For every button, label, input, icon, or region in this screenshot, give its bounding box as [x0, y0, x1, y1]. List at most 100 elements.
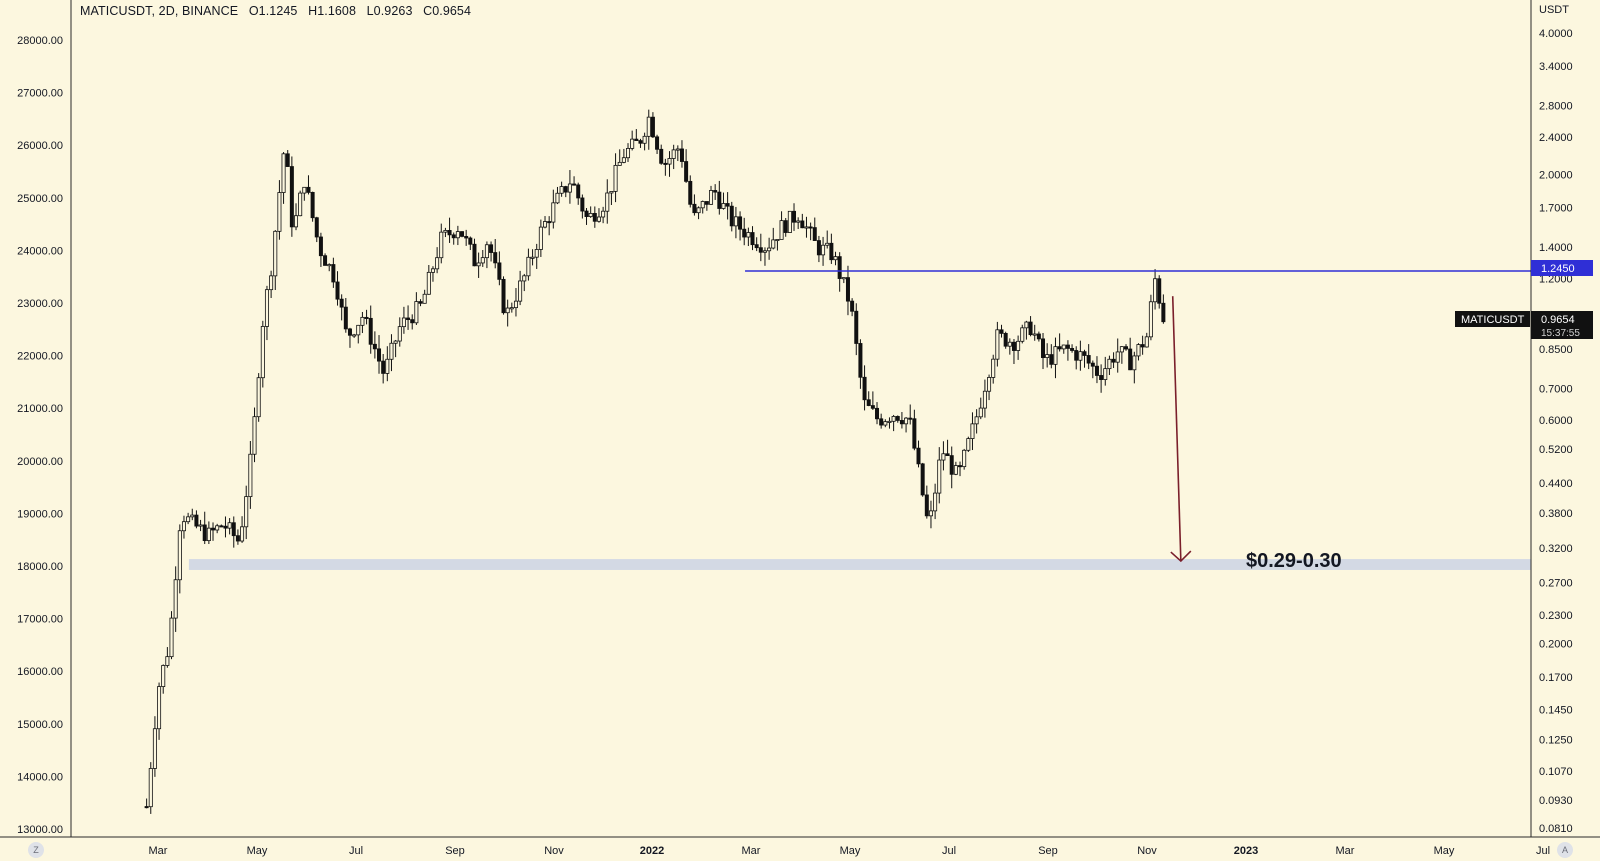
candle-body: [563, 186, 568, 193]
candle-body: [721, 203, 726, 209]
resistance-price-tag: 1.2450: [1541, 263, 1575, 275]
candle-body: [451, 234, 456, 239]
candle-body: [281, 153, 286, 193]
candle-body: [310, 191, 315, 219]
left-axis-tick: 28000.00: [17, 35, 63, 47]
left-axis[interactable]: 28000.00 27000.00 26000.00 25000.00 24000.00…: [17, 35, 63, 836]
candle-body: [1148, 301, 1153, 338]
candle-body: [953, 465, 958, 475]
candle-body: [592, 213, 597, 222]
zoom-reset-button[interactable]: Z: [28, 842, 44, 858]
candle-body: [638, 140, 643, 144]
candle-body: [1020, 327, 1025, 342]
candle-body: [1128, 348, 1133, 371]
candle-body: [385, 358, 390, 374]
candle-body: [352, 334, 357, 337]
candle-body: [1065, 344, 1070, 349]
candle-body: [215, 525, 220, 531]
candle-body: [837, 256, 842, 279]
candle-body: [248, 453, 253, 498]
current-price-tag: 0.9654: [1541, 314, 1575, 326]
candle-body: [513, 300, 518, 309]
right-axis-tick: 1.2000: [1539, 273, 1573, 285]
candle-body: [547, 221, 552, 224]
left-axis-tick: 18000.00: [17, 561, 63, 573]
candle-body: [858, 343, 863, 378]
candle-body: [750, 232, 755, 246]
projection-arrow-head: [1170, 550, 1192, 563]
candle-body: [397, 326, 402, 342]
time-axis-tick: 2023: [1234, 845, 1258, 857]
candle-body: [1036, 333, 1041, 340]
candle-body: [808, 226, 813, 229]
candle-body: [1153, 278, 1158, 303]
candle-body: [742, 228, 747, 238]
candle-body: [1049, 354, 1054, 365]
symbol-tag: MATICUSDT: [1461, 314, 1525, 326]
candle-body: [713, 190, 718, 193]
candle-body: [335, 281, 340, 300]
candle-body: [476, 262, 481, 267]
candle-body: [1124, 346, 1129, 350]
candle-body: [302, 186, 307, 194]
candle-body: [447, 230, 452, 236]
candle-body: [899, 420, 904, 425]
candle-body: [812, 227, 817, 241]
candle-body: [912, 418, 917, 449]
ohlc-open: O1.1245: [248, 4, 298, 18]
time-axis[interactable]: Mar May Jul Sep Nov 2022 Mar May Jul Sep Nov 2023 Ma…: [149, 845, 1551, 857]
candle-body: [294, 215, 299, 228]
candle-body: [522, 275, 527, 282]
candle-body: [455, 231, 460, 239]
candle-body: [700, 201, 705, 209]
candle-body: [331, 264, 336, 283]
candle-body: [792, 210, 797, 223]
symbol-header: MATICUSDT, 2D, BINANCE O1.1245 H1.1608 L…: [80, 4, 478, 18]
candle-body: [1107, 358, 1112, 370]
candle-body: [157, 686, 162, 730]
time-axis-tick: May: [840, 845, 861, 857]
right-axis[interactable]: 4.0000 3.4000 2.8000 2.4000 2.0000 1.7000 1.40…: [1539, 28, 1573, 835]
projection-arrow[interactable]: [1170, 296, 1192, 563]
left-axis-tick: 13000.00: [17, 824, 63, 836]
candle-body: [738, 216, 743, 230]
candle-body: [289, 166, 294, 228]
candle-body: [970, 423, 975, 439]
candle-body: [252, 416, 257, 455]
candle-body: [368, 317, 373, 345]
candle-body: [418, 301, 423, 304]
candle-body: [1061, 344, 1066, 350]
candle-body: [443, 230, 448, 233]
candle-body: [949, 455, 954, 475]
right-axis-tick: 0.1450: [1539, 704, 1573, 716]
candle-body: [339, 298, 344, 308]
candle-body: [974, 416, 979, 425]
candle-body: [580, 197, 585, 212]
candle-body: [269, 275, 274, 291]
candle-body: [987, 377, 992, 392]
candle-body: [709, 190, 714, 205]
candle-body: [181, 521, 186, 532]
candle-body: [543, 221, 548, 228]
auto-scale-button[interactable]: A: [1557, 842, 1573, 858]
right-axis-tick: 0.0810: [1539, 823, 1573, 835]
candle-body: [609, 191, 614, 194]
candle-body: [875, 407, 880, 420]
candle-body: [904, 417, 909, 425]
left-axis-tick: 21000.00: [17, 403, 63, 415]
time-axis-tick: Nov: [544, 845, 564, 857]
time-axis-tick: Jul: [1536, 845, 1550, 857]
candle-body: [555, 192, 560, 204]
candle-body: [1041, 338, 1046, 359]
candle-body: [177, 530, 182, 581]
candle-body: [227, 522, 232, 529]
candle-body: [202, 524, 207, 542]
candle-body: [377, 348, 382, 362]
candle-body: [1090, 362, 1095, 367]
candle-body: [999, 329, 1004, 334]
candle-body: [1099, 375, 1104, 380]
candle-body: [318, 236, 323, 257]
candle-body: [1082, 351, 1087, 356]
